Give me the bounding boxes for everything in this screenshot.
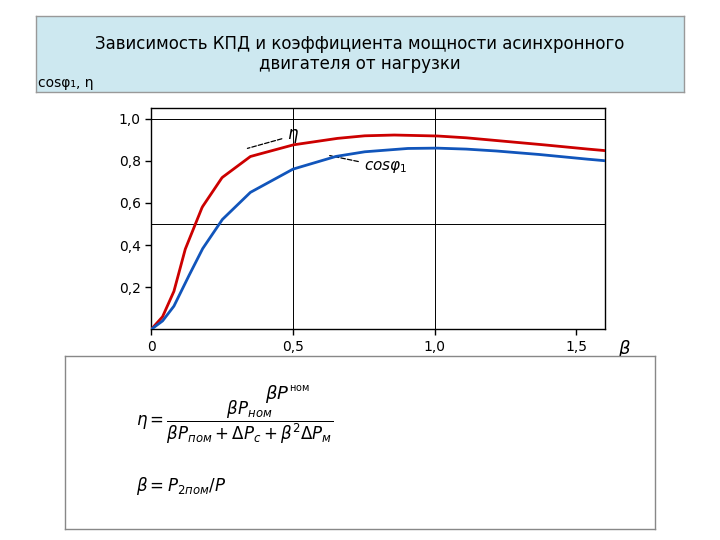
- Text: $cos\varphi_1$: $cos\varphi_1$: [330, 156, 408, 175]
- Text: cosφ₁, η: cosφ₁, η: [37, 76, 94, 90]
- Text: $\beta P$: $\beta P$: [265, 383, 289, 406]
- Text: $\eta$: $\eta$: [248, 126, 300, 149]
- Text: $\beta = P_{2пом} / P$: $\beta = P_{2пом} / P$: [135, 475, 225, 497]
- Text: $\beta$: $\beta$: [618, 339, 631, 360]
- Text: $_{\mathregular{ном}}$: $_{\mathregular{ном}}$: [289, 380, 310, 394]
- Text: $\eta = \dfrac{\beta P_{ном}}{\beta P_{пом} + \Delta P_{c} + \beta^{2}\Delta P_{: $\eta = \dfrac{\beta P_{ном}}{\beta P_{п…: [135, 399, 333, 445]
- Text: Зависимость КПД и коэффициента мощности асинхронного
двигателя от нагрузки: Зависимость КПД и коэффициента мощности …: [95, 35, 625, 73]
